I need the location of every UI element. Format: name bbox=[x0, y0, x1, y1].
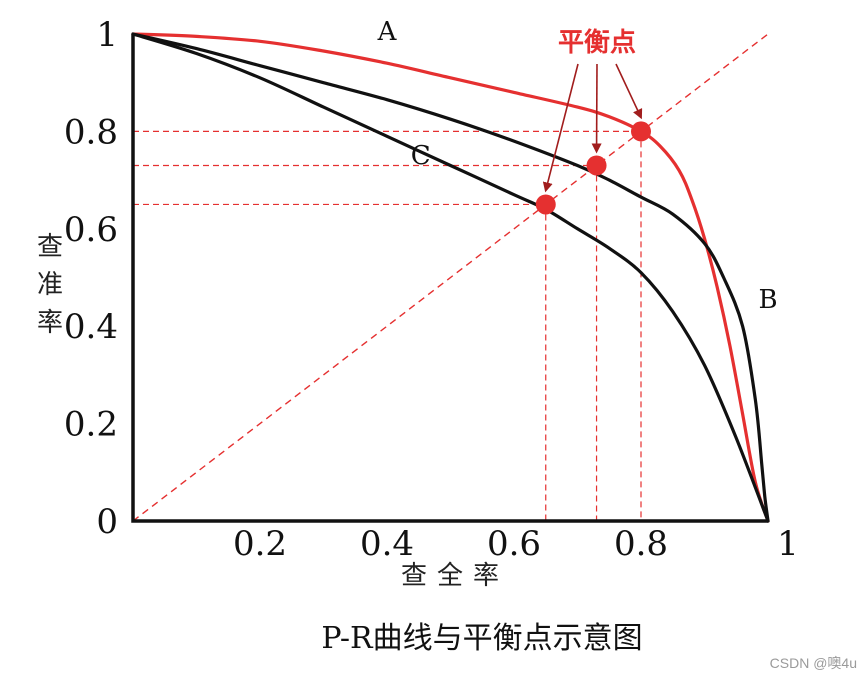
break-even-point-layer bbox=[535, 121, 651, 215]
curve-label-C: C bbox=[411, 141, 431, 171]
y-tick-label: 0 bbox=[96, 502, 118, 542]
x-tick-label: 0.6 bbox=[487, 524, 541, 564]
y-tick-label: 0.8 bbox=[64, 112, 118, 152]
curve-label-B: B bbox=[758, 285, 777, 315]
y-tick-label: 0.4 bbox=[64, 307, 118, 347]
axis-lines bbox=[131, 34, 768, 523]
diagonal-line bbox=[132, 33, 769, 522]
annotation-arrows bbox=[542, 63, 643, 193]
x-tick-label: 0.8 bbox=[614, 524, 668, 564]
diagonal-line-layer bbox=[132, 33, 769, 522]
y-axis-label-char-3: 率 bbox=[37, 308, 63, 338]
x-tick-label: 1 bbox=[777, 524, 799, 564]
chart-caption: P-R曲线与平衡点示意图 bbox=[321, 621, 642, 656]
y-axis-label-char-2: 准 bbox=[37, 270, 63, 300]
y-axis-label-char-1: 查 bbox=[37, 232, 63, 262]
y-tick-label: 0.6 bbox=[64, 210, 118, 250]
x-tick-label: 0.4 bbox=[360, 524, 414, 564]
break-even-annotation: 平衡点 bbox=[558, 27, 636, 58]
x-tick-label: 0.2 bbox=[233, 524, 287, 564]
tick-labels: 0 0.2 0.4 0.6 0.8 1 0.2 0.4 0.6 0.8 1 bbox=[64, 15, 799, 564]
curve-labels: A B C bbox=[377, 17, 778, 315]
watermark: CSDN @噢4u bbox=[770, 655, 857, 671]
annotation-arrow-C bbox=[542, 63, 579, 193]
x-axis-label: 查全率 bbox=[401, 561, 509, 591]
axes bbox=[131, 34, 768, 523]
curve-label-A: A bbox=[377, 17, 398, 47]
break-even-point-B bbox=[586, 155, 607, 176]
curve-B bbox=[131, 32, 770, 523]
y-tick-label: 1 bbox=[96, 15, 118, 55]
annotation-arrow-A bbox=[615, 63, 643, 120]
y-tick-label: 0.2 bbox=[64, 405, 118, 445]
break-even-point-C bbox=[535, 194, 556, 215]
break-even-point-A bbox=[631, 121, 651, 142]
